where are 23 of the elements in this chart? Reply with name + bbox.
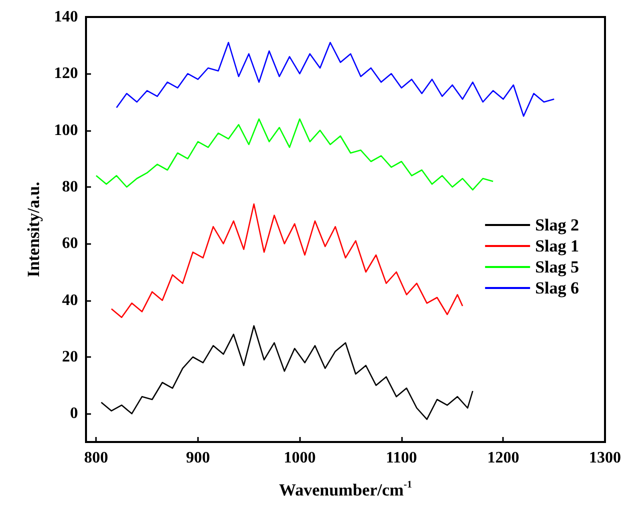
- legend-label: Slag 6: [535, 278, 580, 298]
- x-tick-label: 1300: [589, 450, 621, 466]
- y-tick-label: 60: [62, 235, 78, 252]
- legend-label: Slag 1: [535, 236, 580, 256]
- y-tick-label: 80: [62, 178, 78, 196]
- x-tick-label: 800: [84, 450, 108, 466]
- y-tick-label: 0: [70, 405, 78, 422]
- line-series: [110, 203, 464, 318]
- line-series: [100, 325, 474, 420]
- line-series: [116, 42, 555, 117]
- legend-label: Slag 2: [535, 216, 580, 234]
- y-tick-label: 140: [54, 8, 78, 26]
- x-tick-label: 1000: [284, 450, 316, 466]
- legend-label: Slag 5: [535, 258, 580, 276]
- y-tick-label: 40: [62, 292, 78, 309]
- y-tick-label: 100: [54, 122, 78, 139]
- line-series: [96, 118, 494, 190]
- y-axis-title: Intensity/a.u.: [24, 182, 43, 278]
- y-tick-label: 120: [54, 65, 78, 82]
- y-tick-label: 20: [62, 348, 78, 366]
- x-tick-label: 1200: [487, 450, 520, 466]
- x-tick-label: 1100: [386, 450, 418, 466]
- x-tick-label: 900: [186, 450, 210, 466]
